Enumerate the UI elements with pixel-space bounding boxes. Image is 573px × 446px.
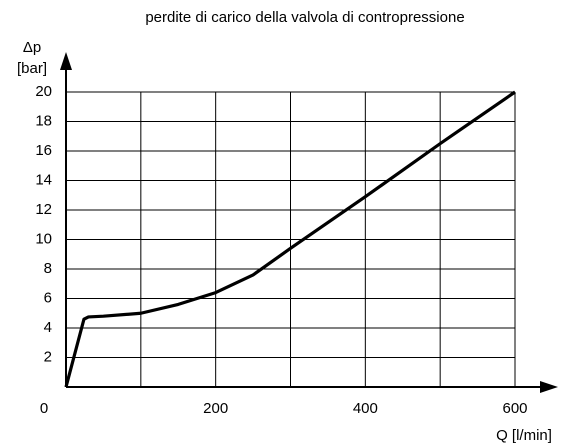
y-axis-arrow [60,52,72,70]
y-tick-label: 6 [44,289,52,306]
y-tick-label: 18 [35,112,52,129]
y-axis-label: Δp [23,39,41,56]
x-tick-label: 200 [203,400,228,417]
y-tick-label: 16 [35,142,52,159]
y-tick-label: 2 [44,348,52,365]
y-tick-label: 12 [35,201,52,218]
x-tick-label: 600 [502,400,527,417]
x-axis-label: Q [l/min] [496,427,552,444]
y-tick-label: 20 [35,83,52,100]
data-line [64,90,516,388]
x-tick-label: 0 [40,400,48,417]
y-tick-label: 14 [35,171,52,188]
y-tick-label: 4 [44,319,52,336]
y-tick-label: 10 [35,230,52,247]
chart-title: perdite di carico della valvola di contr… [145,9,464,26]
y-tick-label: 8 [44,260,52,277]
x-axis-arrow [540,381,558,393]
x-tick-label: 400 [353,400,378,417]
y-axis-unit: [bar] [17,60,47,77]
